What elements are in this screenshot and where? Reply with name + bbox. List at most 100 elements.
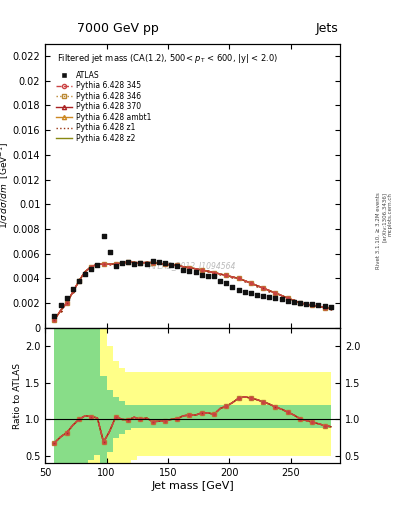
Pythia 6.428 346: [329, 306, 333, 312]
Pythia 6.428 z2: [285, 295, 290, 301]
Pythia 6.428 370: [206, 268, 210, 274]
Pythia 6.428 z1: [261, 285, 266, 291]
Pythia 6.428 346: [316, 303, 321, 309]
Pythia 6.428 346: [298, 300, 302, 306]
ATLAS: [113, 262, 119, 270]
Pythia 6.428 ambt1: [193, 266, 198, 272]
Pythia 6.428 z2: [83, 269, 88, 275]
Pythia 6.428 370: [150, 260, 155, 266]
Pythia 6.428 z1: [114, 261, 118, 267]
Pythia 6.428 345: [83, 269, 88, 275]
Pythia 6.428 z1: [52, 317, 57, 323]
Pythia 6.428 z2: [107, 261, 112, 267]
Pythia 6.428 ambt1: [175, 263, 180, 269]
Pythia 6.428 370: [242, 278, 247, 284]
Pythia 6.428 z2: [304, 301, 309, 307]
Pythia 6.428 346: [273, 290, 278, 296]
Pythia 6.428 345: [267, 288, 272, 294]
ATLAS: [119, 259, 125, 267]
Pythia 6.428 z2: [236, 275, 241, 282]
Pythia 6.428 345: [193, 266, 198, 272]
Pythia 6.428 345: [206, 268, 210, 274]
Pythia 6.428 ambt1: [310, 302, 315, 308]
ATLAS: [315, 301, 321, 309]
Pythia 6.428 ambt1: [114, 261, 118, 267]
Pythia 6.428 z2: [175, 263, 180, 269]
Pythia 6.428 ambt1: [248, 280, 253, 286]
Pythia 6.428 345: [163, 261, 167, 267]
ATLAS: [205, 272, 211, 280]
Pythia 6.428 370: [285, 295, 290, 301]
Text: ATLAS_2012_I1094564: ATLAS_2012_I1094564: [149, 261, 236, 270]
Pythia 6.428 z1: [316, 303, 321, 309]
Pythia 6.428 z1: [181, 264, 186, 270]
Pythia 6.428 370: [316, 303, 321, 309]
Pythia 6.428 ambt1: [181, 264, 186, 270]
Pythia 6.428 370: [298, 300, 302, 306]
ATLAS: [303, 300, 309, 308]
Pythia 6.428 370: [126, 259, 130, 265]
ATLAS: [107, 248, 113, 256]
Pythia 6.428 345: [175, 263, 180, 269]
Pythia 6.428 345: [169, 262, 173, 268]
Pythia 6.428 370: [310, 302, 315, 308]
Pythia 6.428 370: [52, 317, 57, 323]
Pythia 6.428 ambt1: [64, 300, 69, 306]
Pythia 6.428 345: [119, 260, 124, 266]
Pythia 6.428 z2: [70, 289, 75, 295]
Pythia 6.428 z1: [95, 261, 100, 267]
Pythia 6.428 z1: [169, 262, 173, 268]
Pythia 6.428 z2: [316, 303, 321, 309]
ATLAS: [180, 266, 187, 274]
Pythia 6.428 z2: [126, 259, 130, 265]
Pythia 6.428 370: [132, 259, 137, 265]
Pythia 6.428 346: [242, 278, 247, 284]
Pythia 6.428 z2: [199, 267, 204, 273]
Pythia 6.428 ambt1: [70, 289, 75, 295]
Pythia 6.428 346: [304, 301, 309, 307]
Pythia 6.428 z2: [150, 260, 155, 266]
Pythia 6.428 z2: [292, 297, 296, 304]
Pythia 6.428 346: [279, 292, 284, 298]
Pythia 6.428 345: [70, 289, 75, 295]
Pythia 6.428 z2: [101, 261, 106, 267]
Pythia 6.428 z1: [119, 260, 124, 266]
ATLAS: [51, 312, 57, 321]
Pythia 6.428 370: [156, 260, 161, 266]
Pythia 6.428 ambt1: [316, 303, 321, 309]
Pythia 6.428 345: [224, 272, 229, 279]
Pythia 6.428 345: [329, 306, 333, 312]
Pythia 6.428 346: [89, 264, 94, 270]
Pythia 6.428 z2: [138, 260, 143, 266]
Pythia 6.428 346: [58, 308, 63, 314]
Pythia 6.428 346: [248, 280, 253, 286]
Pythia 6.428 z1: [292, 297, 296, 304]
Pythia 6.428 370: [292, 297, 296, 304]
Pythia 6.428 z2: [89, 264, 94, 270]
ATLAS: [156, 258, 162, 266]
Pythia 6.428 370: [101, 261, 106, 267]
Pythia 6.428 ambt1: [138, 260, 143, 266]
ATLAS: [272, 294, 279, 303]
Pythia 6.428 z2: [156, 260, 161, 266]
ATLAS: [235, 286, 242, 294]
Pythia 6.428 346: [193, 266, 198, 272]
Pythia 6.428 ambt1: [206, 268, 210, 274]
Pythia 6.428 ambt1: [230, 274, 235, 280]
Pythia 6.428 370: [64, 300, 69, 306]
Pythia 6.428 346: [322, 305, 327, 311]
Pythia 6.428 370: [95, 261, 100, 267]
ATLAS: [57, 301, 64, 309]
Pythia 6.428 z1: [322, 305, 327, 311]
Legend: ATLAS, Pythia 6.428 345, Pythia 6.428 346, Pythia 6.428 370, Pythia 6.428 ambt1,: ATLAS, Pythia 6.428 345, Pythia 6.428 34…: [55, 70, 152, 144]
Pythia 6.428 z1: [279, 292, 284, 298]
ATLAS: [297, 299, 303, 307]
Pythia 6.428 370: [248, 280, 253, 286]
Pythia 6.428 346: [212, 269, 217, 275]
Y-axis label: $1/\sigma\,d\sigma/dm$  [GeV$^{-1}$]: $1/\sigma\,d\sigma/dm$ [GeV$^{-1}$]: [0, 142, 11, 229]
Pythia 6.428 ambt1: [322, 305, 327, 311]
Pythia 6.428 z2: [187, 265, 192, 271]
Pythia 6.428 346: [83, 269, 88, 275]
Pythia 6.428 z1: [230, 274, 235, 280]
Pythia 6.428 z2: [267, 288, 272, 294]
